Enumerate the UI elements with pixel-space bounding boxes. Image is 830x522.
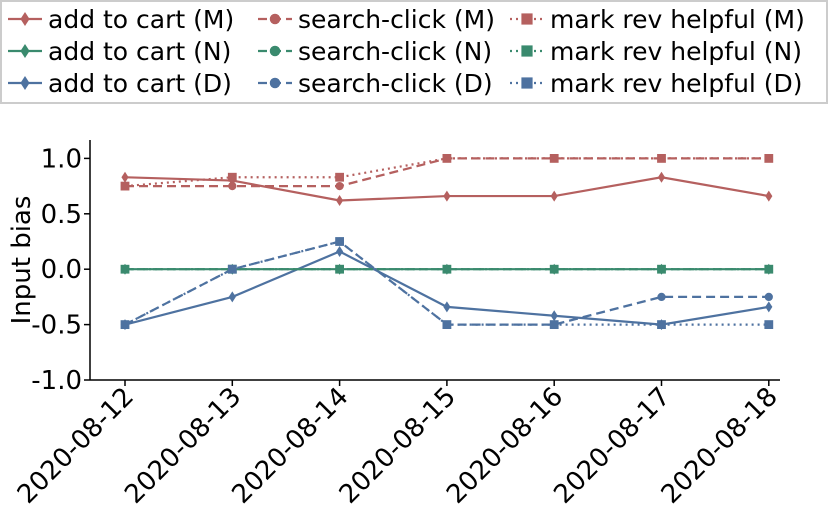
legend-item: search-click (N) — [258, 37, 492, 66]
data-point — [120, 320, 130, 329]
data-point — [335, 264, 344, 274]
data-point — [657, 320, 666, 329]
legend-label: add to cart (D) — [48, 69, 232, 98]
y-axis-title: Input bias — [7, 196, 37, 325]
data-point — [764, 292, 773, 302]
series-group — [120, 154, 774, 331]
legend-item: search-click (M) — [258, 5, 495, 34]
data-point — [764, 264, 774, 274]
legend-item: mark rev helpful (D) — [510, 69, 803, 98]
legend-item: mark rev helpful (N) — [510, 37, 802, 66]
legend-marker — [521, 13, 533, 25]
legend-item: mark rev helpful (M) — [510, 5, 805, 34]
data-point — [336, 195, 344, 207]
data-point — [549, 264, 559, 274]
data-point — [764, 154, 774, 163]
data-point — [228, 291, 236, 303]
data-point — [657, 171, 666, 183]
legend-item: add to cart (D) — [8, 69, 232, 98]
legend-item: add to cart (M) — [8, 5, 234, 34]
legend-marker — [20, 12, 30, 26]
legend-label: add to cart (M) — [48, 5, 234, 34]
legend-marker — [269, 45, 281, 57]
legend-marker — [269, 77, 281, 89]
data-point — [120, 181, 130, 191]
data-point — [764, 320, 774, 329]
data-point — [550, 310, 558, 322]
legend-marker — [521, 77, 533, 89]
data-point — [227, 172, 237, 182]
legend-box — [0, 0, 828, 104]
legend-marker — [20, 44, 30, 58]
data-point — [442, 320, 452, 329]
series-8 — [120, 237, 774, 329]
legend-item: add to cart (N) — [8, 37, 231, 66]
data-point — [335, 181, 344, 191]
y-tick-label: 1.0 — [41, 144, 82, 174]
data-point — [550, 190, 558, 202]
legend-label: search-click (N) — [298, 37, 492, 66]
series-5 — [120, 237, 773, 329]
data-point — [549, 154, 559, 163]
data-point — [442, 154, 452, 163]
legend-label: mark rev helpful (M) — [550, 5, 805, 34]
data-point — [120, 264, 130, 274]
y-tick-label: -1.0 — [31, 366, 82, 396]
legend-label: add to cart (N) — [48, 37, 231, 66]
data-point — [335, 172, 344, 182]
series-line — [124, 250, 769, 326]
legend-item: search-click (D) — [258, 69, 493, 98]
y-tick-label: -0.5 — [31, 311, 82, 341]
legend-label: search-click (D) — [298, 69, 493, 98]
data-point — [336, 245, 344, 257]
legend-marker — [521, 45, 533, 57]
series-0 — [121, 171, 773, 207]
y-tick-label: 0.0 — [41, 255, 82, 285]
data-point — [335, 237, 344, 246]
data-point — [121, 171, 129, 183]
legend-label: search-click (M) — [298, 5, 495, 34]
data-point — [443, 301, 451, 313]
data-point — [227, 264, 237, 274]
data-point — [549, 320, 559, 329]
legend-label: mark rev helpful (D) — [550, 69, 803, 98]
y-tick-label: 0.5 — [41, 200, 82, 230]
data-point — [765, 301, 773, 313]
series-2 — [121, 245, 773, 331]
data-point — [657, 292, 666, 302]
legend-label: mark rev helpful (N) — [550, 37, 802, 66]
legend-marker — [20, 76, 30, 90]
series-6 — [120, 154, 774, 191]
data-point — [657, 154, 666, 163]
legend-marker — [269, 13, 281, 25]
data-point — [765, 190, 773, 202]
data-point — [657, 264, 666, 274]
legend: add to cart (M) add to cart (N) add to car… — [0, 0, 828, 104]
x-tick-label: 2020-08-18 — [656, 382, 784, 510]
data-point — [228, 181, 237, 191]
data-point — [443, 190, 451, 202]
data-point — [442, 264, 452, 274]
